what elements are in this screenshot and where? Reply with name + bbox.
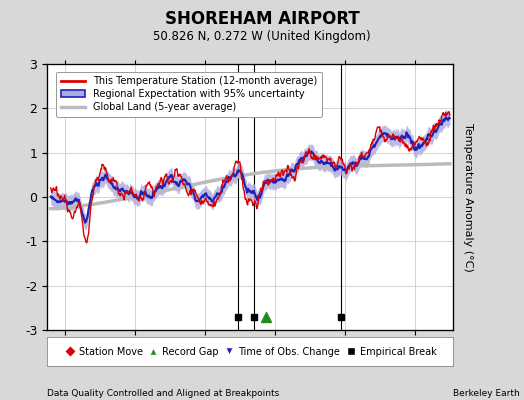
Text: Berkeley Earth: Berkeley Earth — [453, 389, 520, 398]
Text: Data Quality Controlled and Aligned at Breakpoints: Data Quality Controlled and Aligned at B… — [47, 389, 279, 398]
Legend: Station Move, Record Gap, Time of Obs. Change, Empirical Break: Station Move, Record Gap, Time of Obs. C… — [60, 343, 440, 360]
Text: SHOREHAM AIRPORT: SHOREHAM AIRPORT — [165, 10, 359, 28]
Legend: This Temperature Station (12-month average), Regional Expectation with 95% uncer: This Temperature Station (12-month avera… — [56, 72, 322, 117]
Text: 50.826 N, 0.272 W (United Kingdom): 50.826 N, 0.272 W (United Kingdom) — [153, 30, 371, 43]
Y-axis label: Temperature Anomaly (°C): Temperature Anomaly (°C) — [463, 123, 473, 271]
